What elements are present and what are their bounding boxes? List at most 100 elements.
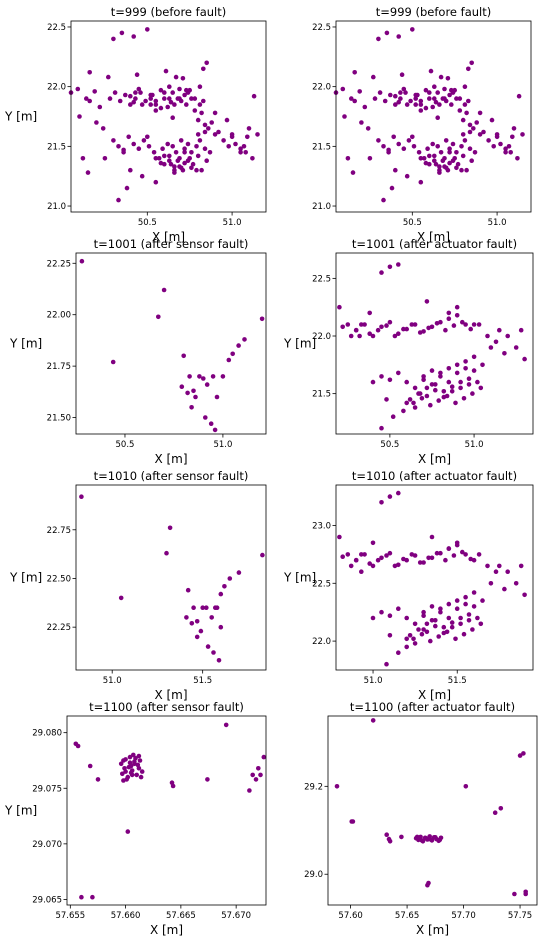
data-point	[153, 179, 159, 185]
data-point	[84, 96, 89, 101]
data-point	[478, 621, 484, 627]
chart-title: t=1001 (after actuator fault)	[352, 237, 517, 251]
data-point	[197, 138, 203, 143]
x-tick-label: 51.0	[103, 676, 122, 686]
data-point	[435, 115, 441, 120]
data-point	[471, 590, 477, 595]
data-point	[206, 126, 211, 131]
data-point	[242, 337, 247, 342]
data-point	[258, 772, 263, 778]
data-point	[222, 584, 227, 589]
y-axis-label: Y [m]	[4, 110, 37, 124]
x-axis-label: X [m]	[418, 688, 451, 702]
data-point	[446, 366, 452, 371]
data-point	[160, 146, 165, 151]
data-point	[410, 27, 415, 32]
data-point	[447, 92, 452, 98]
subplots-container: 50.5 51.0 21.0 21.5 22.0 22.5 t=999 (before fa…	[4, 5, 538, 937]
data-point	[505, 569, 511, 574]
chart-title: t=999 (before fault)	[376, 5, 491, 19]
data-point	[379, 555, 384, 561]
data-point	[411, 636, 416, 642]
data-point	[153, 102, 159, 107]
data-point	[194, 634, 200, 640]
data-point	[398, 90, 403, 95]
data-point	[138, 90, 143, 95]
y-tick-label: 22.5	[312, 579, 331, 589]
data-point	[393, 93, 398, 99]
data-point	[430, 104, 436, 110]
data-point	[423, 105, 429, 111]
data-point	[433, 835, 438, 840]
data-point	[430, 141, 436, 147]
data-point	[436, 398, 442, 403]
data-point	[370, 615, 376, 621]
data-point	[117, 98, 123, 104]
data-point	[199, 110, 204, 116]
data-point	[421, 609, 426, 615]
data-point	[172, 102, 177, 107]
data-point	[445, 76, 451, 81]
data-point	[414, 834, 420, 840]
data-point	[469, 60, 475, 66]
data-point	[454, 370, 460, 376]
data-point	[438, 609, 443, 615]
data-point	[79, 258, 85, 264]
data-point	[438, 370, 443, 376]
data-point	[118, 595, 124, 601]
data-point	[352, 98, 358, 104]
data-point	[462, 102, 468, 107]
data-point	[337, 534, 342, 540]
data-point	[201, 376, 206, 381]
x-tick-label: 57.670	[221, 911, 251, 921]
data-point	[387, 319, 393, 325]
data-point	[421, 613, 426, 618]
data-point	[471, 354, 477, 360]
data-point	[370, 540, 376, 546]
data-point	[498, 806, 504, 811]
data-point	[467, 129, 473, 135]
data-point	[185, 587, 191, 593]
y-tick-label: 21.0	[47, 202, 66, 212]
data-point	[451, 323, 457, 328]
data-point	[119, 30, 125, 36]
data-point	[189, 96, 194, 101]
data-point	[429, 368, 435, 373]
data-point	[396, 490, 401, 496]
data-point	[182, 150, 187, 155]
data-point	[399, 834, 404, 840]
data-point	[202, 146, 208, 151]
data-point	[158, 160, 164, 166]
data-point	[396, 34, 402, 39]
data-point	[387, 264, 393, 270]
y-tick-label: 23.0	[312, 521, 331, 531]
data-point	[446, 316, 452, 322]
data-point	[202, 122, 208, 128]
x-tick-label: 51.0	[465, 440, 484, 450]
data-point	[221, 138, 226, 143]
chart-title: t=1100 (after sensor fault)	[89, 700, 244, 714]
data-point	[399, 72, 405, 77]
data-point	[497, 327, 502, 333]
data-point	[432, 158, 437, 163]
data-point	[442, 86, 447, 92]
data-point	[447, 160, 452, 166]
data-point	[173, 150, 179, 155]
y-axis-label: Y [m]	[9, 571, 42, 585]
data-point	[376, 138, 381, 143]
plot-frame	[335, 20, 532, 213]
subplot-1: 50.5 51.0 21.0 21.5 22.0 22.5 t=999 (before fa…	[4, 5, 267, 244]
data-point	[145, 27, 150, 32]
data-point	[348, 563, 354, 569]
data-point	[189, 621, 195, 626]
data-point	[185, 158, 191, 163]
data-point	[463, 322, 468, 327]
data-point	[418, 834, 423, 840]
data-point	[223, 722, 229, 728]
data-point	[168, 99, 174, 105]
data-point	[236, 570, 242, 575]
data-point	[511, 126, 517, 131]
data-point	[75, 86, 81, 92]
data-point	[370, 718, 376, 723]
data-point	[198, 628, 204, 634]
